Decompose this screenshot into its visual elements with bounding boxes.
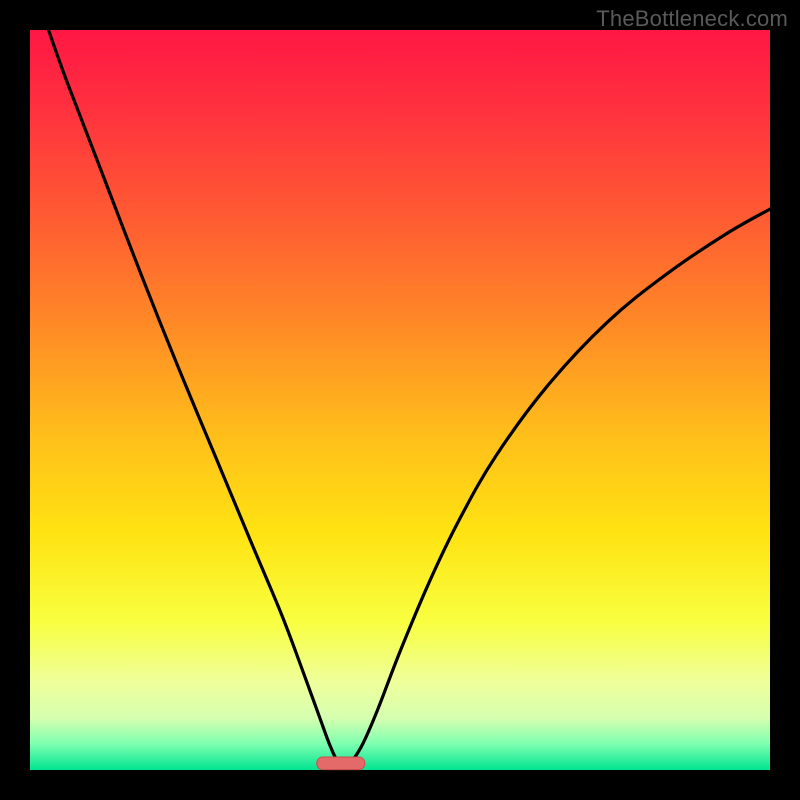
watermark-text: TheBottleneck.com [596,6,788,32]
chart-svg [0,0,800,800]
optimal-marker [317,757,365,770]
chart-root: TheBottleneck.com [0,0,800,800]
gradient-panel [30,30,770,770]
